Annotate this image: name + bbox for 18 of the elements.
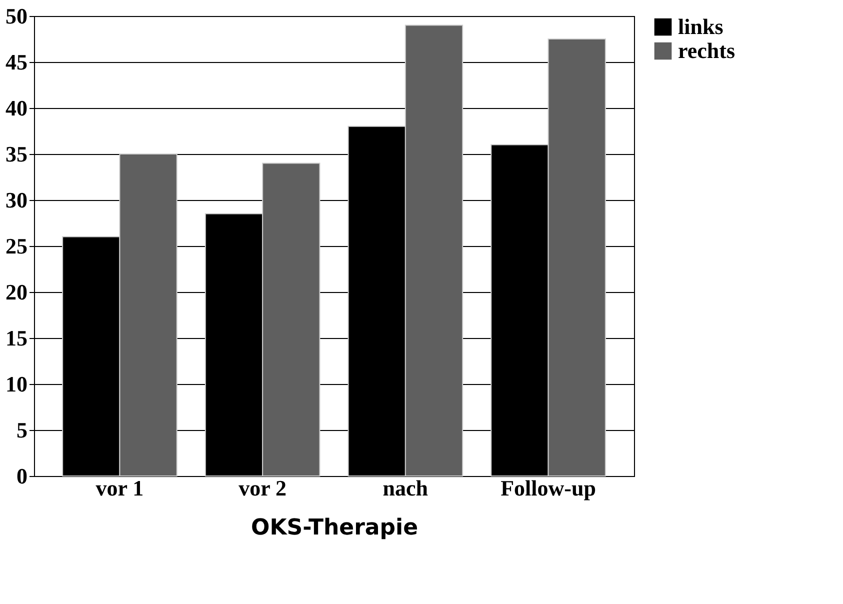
y-tick-label: 0: [16, 464, 28, 488]
y-tick-label: 5: [16, 418, 28, 442]
legend-label: links: [678, 14, 724, 39]
y-tick-label: 35: [6, 142, 28, 166]
x-tick-label: vor 2: [238, 476, 287, 500]
y-tick-label: 10: [6, 372, 28, 396]
x-tick-label: vor 1: [96, 476, 144, 500]
y-tick-label: 15: [6, 326, 28, 350]
x-axis-title: OKS-Therapie: [251, 516, 418, 540]
y-tick-label: 40: [6, 96, 28, 120]
y-tick-label: 30: [6, 188, 28, 212]
legend-label: rechts: [678, 38, 736, 63]
x-tick-label: nach: [382, 476, 428, 500]
x-tick-label: Follow-up: [500, 476, 596, 500]
y-tick-label: 50: [6, 4, 28, 28]
y-tick-label: 25: [6, 234, 28, 258]
y-tick-label: 20: [6, 280, 28, 304]
y-tick-label: 45: [6, 50, 28, 74]
